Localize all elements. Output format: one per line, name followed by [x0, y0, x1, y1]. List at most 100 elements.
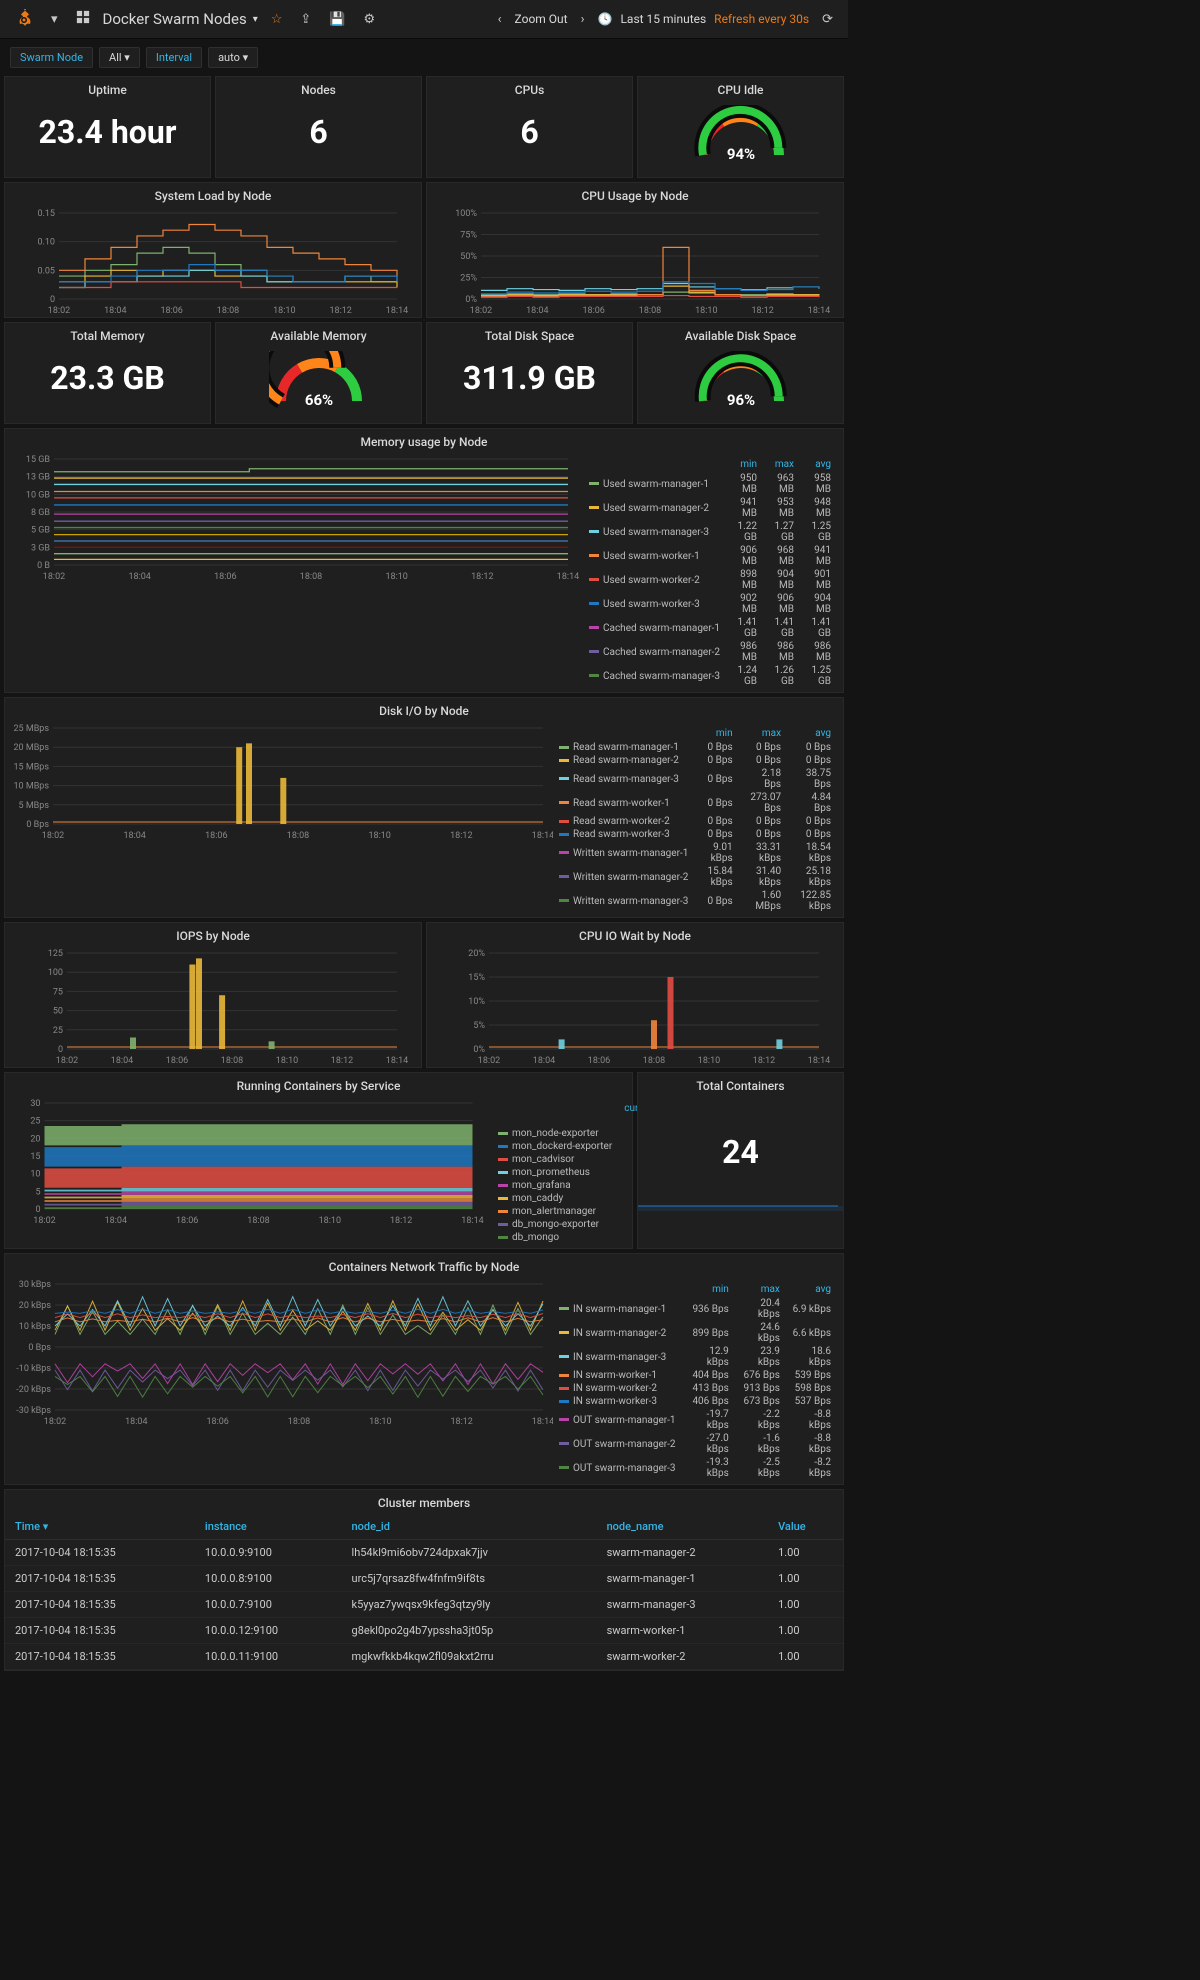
- svg-text:10: 10: [30, 1170, 40, 1180]
- svg-text:18:04: 18:04: [533, 1056, 555, 1066]
- panel-title: Containers Network Traffic by Node: [5, 1254, 843, 1278]
- panel-cluster-members[interactable]: Cluster members Time ▾instancenode_idnod…: [4, 1489, 844, 1671]
- chart: 0.150.100.05018:0218:0418:0618:0818:1018…: [5, 207, 421, 317]
- svg-text:100: 100: [48, 968, 63, 978]
- svg-text:18:08: 18:08: [287, 831, 309, 841]
- svg-text:18:12: 18:12: [331, 1056, 353, 1066]
- svg-text:10 kBps: 10 kBps: [19, 1322, 52, 1332]
- var-interval-value[interactable]: auto ▾: [208, 47, 258, 68]
- svg-text:0.15: 0.15: [37, 209, 55, 219]
- panel-avail-disk[interactable]: Available Disk Space 96%: [637, 322, 844, 424]
- panel-cpu-idle[interactable]: CPU Idle 94%: [637, 76, 844, 178]
- svg-text:18:08: 18:08: [247, 1216, 269, 1226]
- refresh-interval[interactable]: Refresh every 30s: [714, 12, 809, 26]
- svg-text:18:14: 18:14: [386, 1056, 408, 1066]
- table-row[interactable]: 2017-10-04 18:15:3510.0.0.9:9100lh54kl9m…: [5, 1540, 843, 1566]
- prev-icon[interactable]: ‹: [493, 9, 507, 30]
- next-icon[interactable]: ›: [576, 9, 590, 30]
- panel-cpu-usage[interactable]: CPU Usage by Node 100%75%50%25%0%18:0218…: [426, 182, 844, 318]
- panel-title: Uptime: [5, 77, 210, 101]
- svg-text:0: 0: [35, 1205, 40, 1215]
- svg-text:18:02: 18:02: [56, 1056, 78, 1066]
- svg-text:-30 kBps: -30 kBps: [16, 1406, 51, 1416]
- svg-text:50: 50: [53, 1007, 63, 1017]
- panel-cpu-iowait[interactable]: CPU IO Wait by Node 20%15%10%5%0%18:0218…: [426, 922, 844, 1068]
- svg-text:8 GB: 8 GB: [31, 508, 50, 518]
- svg-text:10 MBps: 10 MBps: [13, 782, 49, 792]
- svg-text:5: 5: [35, 1187, 40, 1197]
- share-icon[interactable]: ⇪: [295, 9, 316, 30]
- panel-total-mem[interactable]: Total Memory 23.3 GB: [4, 322, 211, 424]
- panel-total-disk[interactable]: Total Disk Space 311.9 GB: [426, 322, 633, 424]
- svg-text:18:12: 18:12: [753, 1056, 775, 1066]
- table-row[interactable]: 2017-10-04 18:15:3510.0.0.7:9100k5yyaz7y…: [5, 1592, 843, 1618]
- panel-net-traffic[interactable]: Containers Network Traffic by Node 30 kB…: [4, 1253, 844, 1485]
- svg-text:18:04: 18:04: [123, 831, 145, 841]
- chevron-down-icon: ▾: [253, 14, 258, 25]
- svg-text:15%: 15%: [468, 973, 485, 983]
- svg-text:0: 0: [50, 295, 55, 305]
- sparkline: [638, 1181, 843, 1211]
- gear-icon[interactable]: ⚙: [358, 9, 380, 30]
- panel-title: Cluster members: [5, 1490, 843, 1514]
- panel-iops[interactable]: IOPS by Node 125100755025018:0218:0418:0…: [4, 922, 422, 1068]
- svg-text:18:08: 18:08: [221, 1056, 243, 1066]
- svg-text:18:04: 18:04: [104, 306, 126, 316]
- svg-text:20 kBps: 20 kBps: [19, 1301, 52, 1311]
- svg-text:25%: 25%: [460, 274, 477, 284]
- table-row[interactable]: 2017-10-04 18:15:3510.0.0.12:9100g8ekl0p…: [5, 1618, 843, 1644]
- panel-running-containers[interactable]: Running Containers by Service 3025201510…: [4, 1072, 633, 1249]
- svg-text:18:10: 18:10: [385, 572, 407, 582]
- svg-text:18:02: 18:02: [478, 1056, 500, 1066]
- chevron-down-icon[interactable]: ▾: [46, 9, 63, 30]
- panel-uptime[interactable]: Uptime 23.4 hour: [4, 76, 211, 178]
- cluster-table: Time ▾instancenode_idnode_nameValue2017-…: [5, 1514, 843, 1670]
- panel-memory-usage[interactable]: Memory usage by Node 15 GB13 GB10 GB8 GB…: [4, 428, 844, 693]
- table-row[interactable]: 2017-10-04 18:15:3510.0.0.8:9100urc5j7qr…: [5, 1566, 843, 1592]
- svg-text:18:06: 18:06: [176, 1216, 198, 1226]
- svg-text:25: 25: [53, 1026, 63, 1036]
- table-row[interactable]: 2017-10-04 18:15:3510.0.0.11:9100mgkwfkk…: [5, 1644, 843, 1670]
- star-icon[interactable]: ☆: [266, 9, 288, 30]
- svg-text:5 GB: 5 GB: [31, 526, 50, 536]
- svg-text:18:02: 18:02: [44, 1417, 66, 1427]
- svg-text:18:12: 18:12: [390, 1216, 412, 1226]
- chart: 25 MBps20 MBps15 MBps10 MBps5 MBps0 Bps1…: [5, 722, 553, 917]
- svg-text:18:14: 18:14: [808, 306, 830, 316]
- dashboard-title[interactable]: Docker Swarm Nodes ▾: [103, 10, 258, 28]
- panel-disk-io[interactable]: Disk I/O by Node 25 MBps20 MBps15 MBps10…: [4, 697, 844, 918]
- panel-nodes[interactable]: Nodes 6: [215, 76, 422, 178]
- svg-text:0: 0: [58, 1045, 63, 1055]
- save-icon[interactable]: 💾: [324, 9, 350, 30]
- stat-value: 6: [216, 101, 421, 169]
- svg-text:18:08: 18:08: [300, 572, 322, 582]
- panel-avail-mem[interactable]: Available Memory 66%: [215, 322, 422, 424]
- grid-icon[interactable]: [71, 7, 95, 31]
- svg-text:18:14: 18:14: [386, 306, 408, 316]
- zoom-out-button[interactable]: Zoom Out: [515, 12, 568, 26]
- chart: 15 GB13 GB10 GB8 GB5 GB3 GB0 B18:0218:04…: [5, 453, 583, 692]
- panel-total-containers[interactable]: Total Containers 24: [637, 1072, 844, 1249]
- panel-system-load[interactable]: System Load by Node 0.150.100.05018:0218…: [4, 182, 422, 318]
- svg-text:3 GB: 3 GB: [31, 543, 50, 553]
- topbar: ▾ Docker Swarm Nodes ▾ ☆ ⇪ 💾 ⚙ ‹ Zoom Ou…: [0, 0, 848, 39]
- var-swarm-node-value[interactable]: All ▾: [99, 47, 140, 68]
- svg-text:18:14: 18:14: [808, 1056, 830, 1066]
- svg-text:18:12: 18:12: [471, 572, 493, 582]
- svg-text:18:14: 18:14: [557, 572, 579, 582]
- svg-text:18:02: 18:02: [48, 306, 70, 316]
- time-range[interactable]: Last 15 minutes: [620, 12, 706, 26]
- stat-value: 23.4 hour: [5, 101, 210, 169]
- clock-icon: 🕓: [598, 12, 613, 26]
- svg-text:18:14: 18:14: [532, 831, 553, 841]
- dashboard-title-text: Docker Swarm Nodes: [103, 10, 247, 28]
- refresh-icon[interactable]: ⟳: [817, 9, 838, 30]
- legend: minmaxavgUsed swarm-manager-1950 MB963 M…: [583, 453, 843, 692]
- svg-text:0 B: 0 B: [37, 561, 50, 571]
- panel-cpus[interactable]: CPUs 6: [426, 76, 633, 178]
- svg-text:30 kBps: 30 kBps: [19, 1280, 52, 1290]
- grafana-logo[interactable]: [10, 5, 38, 33]
- svg-text:20 MBps: 20 MBps: [13, 743, 49, 753]
- var-swarm-node-label: Swarm Node: [10, 47, 93, 68]
- legend: current ▾mon_node-exporter6mon_dockerd-e…: [492, 1097, 632, 1248]
